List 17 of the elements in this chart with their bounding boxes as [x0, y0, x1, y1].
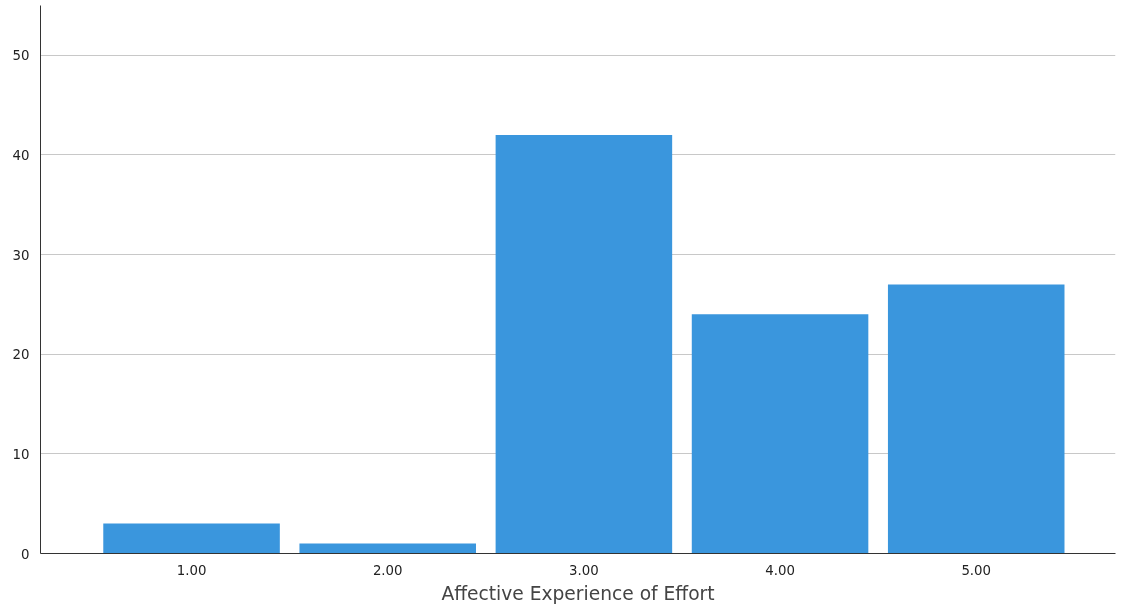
bar — [495, 135, 673, 554]
y-tick-label: 20 — [12, 347, 30, 363]
bar — [299, 543, 476, 554]
x-tick-label: 4.00 — [765, 562, 795, 578]
y-tick-label: 10 — [12, 446, 30, 462]
x-tick-label: 1.00 — [176, 562, 207, 578]
y-tick-label: 30 — [12, 247, 30, 263]
y-tick-label: 50 — [12, 48, 30, 64]
x-tick-label: 5.00 — [961, 562, 992, 578]
bar — [691, 314, 869, 554]
bar — [103, 523, 280, 554]
x-axis-title: Affective Experience of Effort — [441, 582, 715, 604]
y-tick-label: 0 — [21, 546, 30, 562]
x-tick-label: 2.00 — [372, 562, 403, 578]
x-tick-label: 3.00 — [569, 562, 599, 578]
bar — [887, 284, 1065, 554]
y-tick-label: 40 — [12, 147, 30, 163]
